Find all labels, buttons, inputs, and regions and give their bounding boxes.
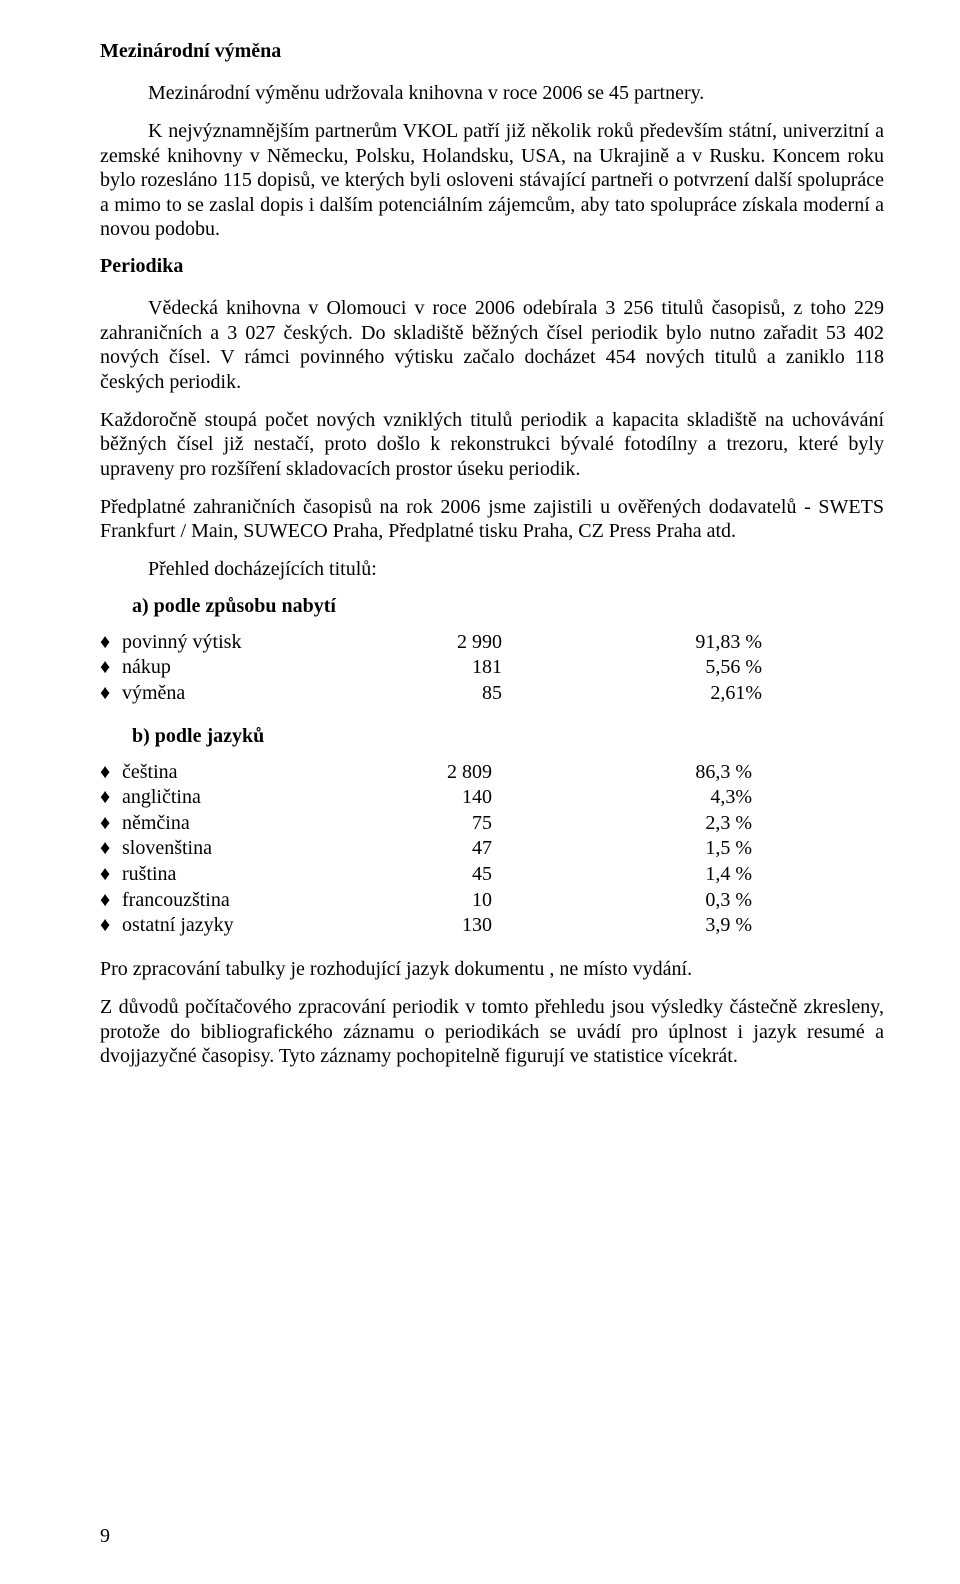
overview-label: Přehled docházejících titulů: xyxy=(148,558,884,581)
diamond-bullet-icon: ♦ xyxy=(100,888,122,914)
document-page: Mezinárodní výměna Mezinárodní výměnu ud… xyxy=(0,0,960,1584)
list-item: ♦povinný výtisk2 99091,83 % xyxy=(100,630,884,656)
item-percent: 3,9 % xyxy=(492,913,752,939)
page-number: 9 xyxy=(100,1525,110,1548)
heading-exchange: Mezinárodní výměna xyxy=(100,40,884,63)
closing-p2: Z důvodů počítačového zpracování periodi… xyxy=(100,995,884,1068)
list-item: ♦nákup1815,56 % xyxy=(100,655,884,681)
item-percent: 2,3 % xyxy=(492,811,752,837)
item-value: 181 xyxy=(342,655,502,681)
item-value: 75 xyxy=(342,811,492,837)
item-label: němčina xyxy=(122,811,342,837)
item-percent: 2,61% xyxy=(502,681,762,707)
diamond-bullet-icon: ♦ xyxy=(100,785,122,811)
item-percent: 0,3 % xyxy=(492,888,752,914)
item-percent: 86,3 % xyxy=(492,760,752,786)
para-periodika-3: Předplatné zahraničních časopisů na rok … xyxy=(100,495,884,544)
diamond-bullet-icon: ♦ xyxy=(100,836,122,862)
item-label: povinný výtisk xyxy=(122,630,342,656)
list-item: ♦ruština451,4 % xyxy=(100,862,884,888)
list-languages: ♦čeština2 80986,3 %♦angličtina1404,3%♦ně… xyxy=(100,760,884,939)
diamond-bullet-icon: ♦ xyxy=(100,811,122,837)
item-label: angličtina xyxy=(122,785,342,811)
item-value: 10 xyxy=(342,888,492,914)
item-percent: 1,4 % xyxy=(492,862,752,888)
diamond-bullet-icon: ♦ xyxy=(100,760,122,786)
item-value: 130 xyxy=(342,913,492,939)
item-value: 85 xyxy=(342,681,502,707)
item-label: ostatní jazyky xyxy=(122,913,342,939)
item-percent: 5,56 % xyxy=(502,655,762,681)
closing-p1: Pro zpracování tabulky je rozhodující ja… xyxy=(100,957,884,981)
list-item: ♦angličtina1404,3% xyxy=(100,785,884,811)
item-label: francouzština xyxy=(122,888,342,914)
item-value: 47 xyxy=(342,836,492,862)
item-value: 2 809 xyxy=(342,760,492,786)
item-label: slovenština xyxy=(122,836,342,862)
diamond-bullet-icon: ♦ xyxy=(100,655,122,681)
subhead-a: a) podle způsobu nabytí xyxy=(132,595,884,618)
heading-periodika: Periodika xyxy=(100,255,884,278)
item-percent: 91,83 % xyxy=(502,630,762,656)
item-value: 45 xyxy=(342,862,492,888)
para-exchange-1: Mezinárodní výměnu udržovala knihovna v … xyxy=(100,81,884,105)
item-value: 2 990 xyxy=(342,630,502,656)
diamond-bullet-icon: ♦ xyxy=(100,913,122,939)
list-item: ♦čeština2 80986,3 % xyxy=(100,760,884,786)
list-acquisition: ♦povinný výtisk2 99091,83 %♦nákup1815,56… xyxy=(100,630,884,707)
list-item: ♦němčina752,3 % xyxy=(100,811,884,837)
list-item: ♦slovenština471,5 % xyxy=(100,836,884,862)
list-item: ♦výměna852,61% xyxy=(100,681,884,707)
item-label: nákup xyxy=(122,655,342,681)
para-periodika-2: Každoročně stoupá počet nových vzniklých… xyxy=(100,408,884,481)
item-percent: 4,3% xyxy=(492,785,752,811)
diamond-bullet-icon: ♦ xyxy=(100,681,122,707)
diamond-bullet-icon: ♦ xyxy=(100,862,122,888)
list-item: ♦francouzština100,3 % xyxy=(100,888,884,914)
item-label: čeština xyxy=(122,760,342,786)
item-percent: 1,5 % xyxy=(492,836,752,862)
diamond-bullet-icon: ♦ xyxy=(100,630,122,656)
item-label: výměna xyxy=(122,681,342,707)
list-item: ♦ostatní jazyky1303,9 % xyxy=(100,913,884,939)
subhead-b: b) podle jazyků xyxy=(132,725,884,748)
item-value: 140 xyxy=(342,785,492,811)
para-exchange-2: K nejvýznamnějším partnerům VKOL patří j… xyxy=(100,119,884,241)
para-periodika-1: Vědecká knihovna v Olomouci v roce 2006 … xyxy=(100,296,884,394)
item-label: ruština xyxy=(122,862,342,888)
